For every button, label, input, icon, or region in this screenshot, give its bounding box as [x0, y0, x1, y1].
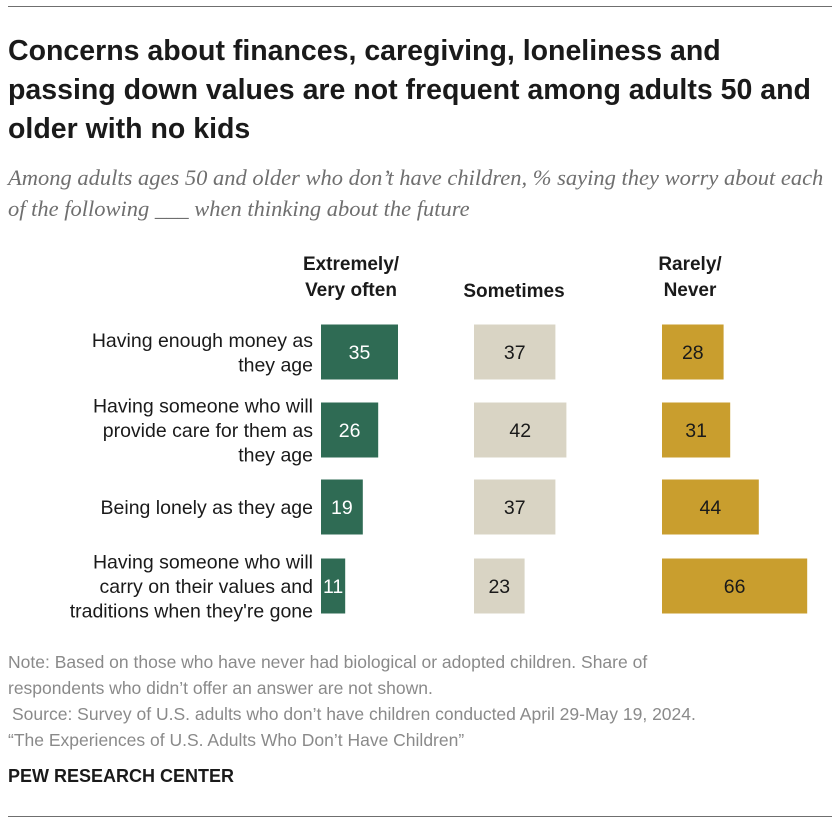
bar-rarely-never-row-2: [662, 402, 731, 458]
chart-subtitle: Among adults ages 50 and older who don’t…: [8, 165, 824, 221]
row-label-1-line-1: Having enough money as: [92, 330, 313, 352]
bar-extremely-very-often-row-3: [321, 479, 363, 535]
column-header-rarely-never-line-1: Rarely/: [658, 254, 722, 275]
note-line-2: respondents who didn’t offer an answer a…: [8, 678, 433, 698]
chart-title: Concerns about finances, caregiving, lon…: [8, 35, 811, 145]
note-block: Note: Based on those who have never had …: [8, 649, 828, 753]
brand-logo-text: PEW RESEARCH CENTER: [8, 766, 235, 786]
note-line-1: Note: Based on those who have never had …: [8, 652, 648, 672]
bar-rarely-never-row-4: [662, 558, 808, 614]
column-header-sometimes: Sometimes: [463, 281, 564, 302]
value-label-rarely-never-row-3: 44: [700, 497, 722, 519]
value-label-sometimes-row-1: 37: [504, 342, 526, 364]
row-label-4-line-3: traditions when they're gone: [70, 601, 313, 623]
row-label-2-line-2: provide care for them as: [103, 420, 314, 442]
chart-area: Extremely/Very often Sometimes Rarely/Neve…: [70, 254, 808, 623]
value-label-extremely-very-often-row-1: 35: [349, 342, 371, 364]
value-label-sometimes-row-3: 37: [504, 497, 526, 519]
bar-sometimes-row-1: [474, 324, 556, 380]
source-line-1: Source: Survey of U.S. adults who don’t …: [12, 704, 696, 724]
row-label-3-line-1: Being lonely as they age: [101, 497, 313, 519]
column-header-extremely-very-often-line-2: Very often: [305, 280, 397, 301]
bar-extremely-very-often-row-1: [321, 324, 398, 380]
row-label-4-line-2: carry on their values and: [99, 576, 313, 598]
column-header-extremely-very-often-line-1: Extremely/: [303, 254, 400, 275]
bar-sometimes-row-3: [474, 479, 556, 535]
value-label-sometimes-row-4: 23: [488, 576, 510, 598]
row-label-1-line-2: they age: [238, 354, 313, 376]
value-label-rarely-never-row-1: 28: [682, 342, 704, 364]
bar-rarely-never-row-3: [662, 479, 759, 535]
value-label-sometimes-row-2: 42: [509, 420, 531, 442]
bar-rarely-never-row-1: [662, 324, 724, 380]
bar-sometimes-row-4: [474, 558, 525, 614]
row-label-2-line-1: Having someone who will: [93, 396, 313, 418]
source-line-2: “The Experiences of U.S. Adults Who Don’…: [8, 730, 465, 750]
column-header-rarely-never-line-2: Never: [664, 280, 717, 301]
bar-extremely-very-often-row-2: [321, 402, 379, 458]
value-label-extremely-very-often-row-4: 11: [323, 576, 343, 598]
top-rule: [8, 6, 832, 7]
bar-extremely-very-often-row-4: [321, 558, 346, 614]
value-label-rarely-never-row-4: 66: [724, 576, 746, 598]
row-label-2-line-3: they age: [238, 445, 313, 467]
bottom-rule: [8, 816, 832, 817]
value-label-extremely-very-often-row-3: 19: [331, 497, 353, 519]
row-label-4-line-1: Having someone who will: [93, 552, 313, 574]
value-label-rarely-never-row-2: 31: [685, 420, 707, 442]
bar-sometimes-row-2: [474, 402, 567, 458]
value-label-extremely-very-often-row-2: 26: [339, 420, 361, 442]
